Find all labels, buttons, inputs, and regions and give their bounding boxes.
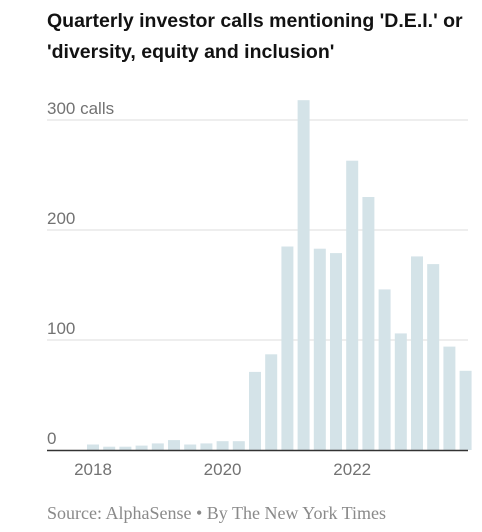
gridlines — [47, 119, 468, 341]
bar-2021-q2 — [297, 100, 310, 450]
y-tick-label: 300 calls — [47, 99, 114, 118]
source-credit: Source: AlphaSense • By The New York Tim… — [47, 503, 386, 523]
bar-2022-q3 — [378, 289, 391, 450]
bar-2018-q4 — [135, 445, 148, 450]
bar-2018-q1 — [87, 444, 99, 450]
bar-2019-q2 — [168, 440, 180, 450]
bar-2020-q2 — [232, 441, 245, 450]
bar-2020-q1 — [216, 441, 229, 450]
bar-2019-q1 — [151, 443, 164, 450]
y-tick-label: 0 — [47, 429, 56, 448]
bars — [87, 100, 472, 450]
bar-2021-q4 — [330, 253, 342, 450]
bar-2022-q2 — [362, 197, 375, 450]
y-tick-label: 200 — [47, 209, 75, 228]
x-tick-label: 2018 — [74, 460, 112, 479]
bar-2019-q4 — [200, 443, 213, 450]
bar-2018-q2 — [103, 446, 116, 450]
bar-2020-q4 — [265, 354, 278, 450]
bar-2023-q4 — [459, 370, 472, 450]
y-tick-label: 100 — [47, 319, 75, 338]
bar-2023-q3 — [443, 346, 456, 450]
bar-2021-q1 — [281, 246, 294, 450]
bar-chart: 0 100 200 300 calls 2018 2020 2022 — [47, 99, 472, 479]
x-axis-labels: 2018 2020 2022 — [74, 460, 371, 479]
bar-2020-q3 — [249, 371, 261, 450]
bar-2022-q4 — [394, 333, 407, 450]
y-axis-labels: 0 100 200 300 calls — [47, 99, 114, 448]
chart-title: Quarterly investor calls mentioning 'D.E… — [47, 10, 463, 63]
x-tick-label: 2020 — [204, 460, 242, 479]
bar-2019-q3 — [184, 444, 197, 450]
bar-2023-q2 — [427, 264, 440, 450]
bar-2022-q1 — [346, 160, 359, 450]
bar-2021-q3 — [313, 248, 326, 450]
bar-2023-q1 — [411, 256, 423, 450]
x-tick-label: 2022 — [333, 460, 371, 479]
bar-2018-q3 — [119, 446, 132, 450]
